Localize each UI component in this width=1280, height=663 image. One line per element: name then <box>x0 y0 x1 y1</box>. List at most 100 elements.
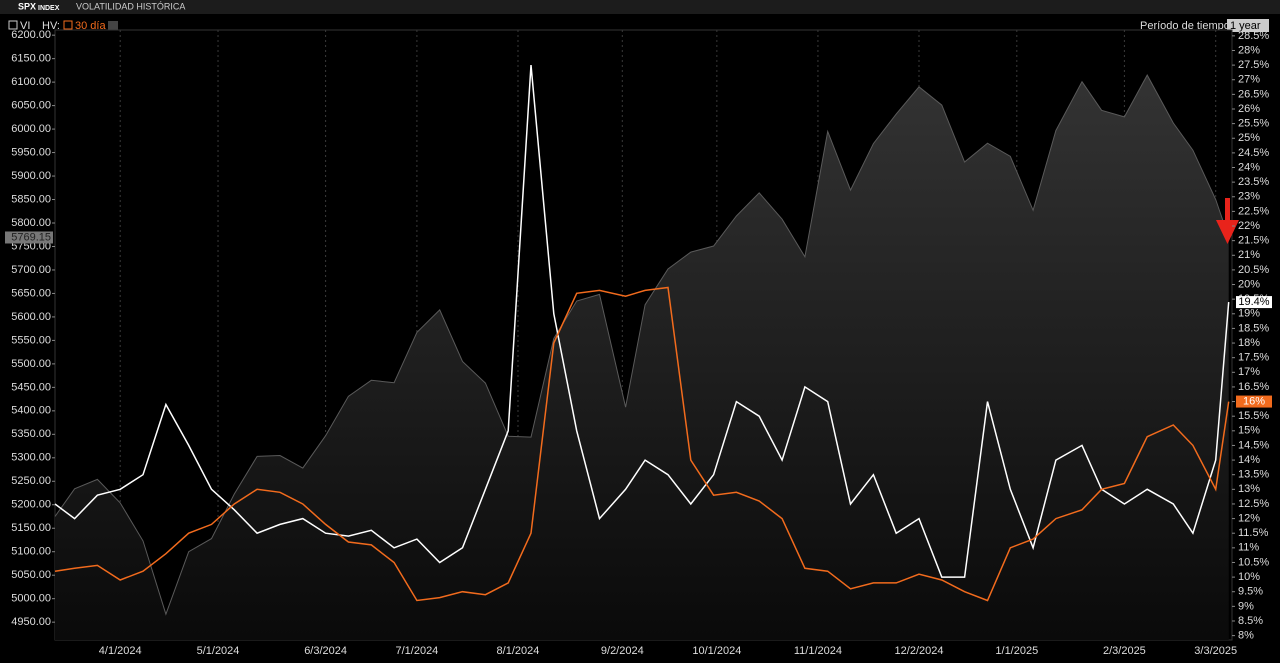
y-tick-label: 5250.00 <box>11 475 51 487</box>
x-tick-label: 2/3/2025 <box>1103 645 1146 657</box>
y2-tick-label: 18.5% <box>1238 322 1269 334</box>
y2-tick-label: 25.5% <box>1238 118 1269 130</box>
y2-tick-label: 9% <box>1238 600 1254 612</box>
y2-tick-label: 21% <box>1238 249 1260 261</box>
y2-tick-label: 22.5% <box>1238 205 1269 217</box>
y-tick-label: 5550.00 <box>11 334 51 346</box>
y-tick-label: 5350.00 <box>11 428 51 440</box>
y2-tick-label: 10.5% <box>1238 556 1269 568</box>
y-tick-label: 6000.00 <box>11 123 51 135</box>
y-tick-label: 5400.00 <box>11 405 51 417</box>
y2-tick-label: 28% <box>1238 44 1260 56</box>
x-tick-label: 10/1/2024 <box>692 645 741 657</box>
last-value-label: 5769.15 <box>11 231 51 243</box>
y2-tick-label: 20.5% <box>1238 264 1269 276</box>
y2-tick-label: 17.5% <box>1238 352 1269 364</box>
y-tick-label: 5200.00 <box>11 499 51 511</box>
last-value-label: 16% <box>1243 395 1265 407</box>
x-tick-label: 4/1/2024 <box>99 645 142 657</box>
y2-tick-label: 27.5% <box>1238 59 1269 71</box>
ticker-type[interactable]: INDEX <box>38 5 60 12</box>
y-tick-label: 6050.00 <box>11 100 51 112</box>
y-tick-label: 5950.00 <box>11 146 51 158</box>
x-tick-label: 5/1/2024 <box>197 645 240 657</box>
y2-tick-label: 26.5% <box>1238 88 1269 100</box>
y2-tick-label: 12% <box>1238 512 1260 524</box>
y-tick-label: 5700.00 <box>11 264 51 276</box>
y-tick-label: 5850.00 <box>11 193 51 205</box>
hv-checkbox[interactable] <box>63 20 73 30</box>
y2-tick-label: 15% <box>1238 425 1260 437</box>
legend-vi: VI <box>20 20 30 32</box>
y2-tick-label: 28.5% <box>1238 30 1269 42</box>
add-button[interactable] <box>108 21 118 30</box>
y2-tick-label: 18% <box>1238 337 1260 349</box>
y2-tick-label: 23% <box>1238 191 1260 203</box>
period-label: Período de tiempo: <box>1140 20 1233 32</box>
series-line <box>54 65 1230 578</box>
y2-tick-label: 19% <box>1238 308 1260 320</box>
y-tick-label: 5150.00 <box>11 522 51 534</box>
y2-tick-label: 8% <box>1238 630 1254 642</box>
y2-tick-label: 14% <box>1238 454 1260 466</box>
y2-tick-label: 26% <box>1238 103 1260 115</box>
x-tick-label: 3/3/2025 <box>1194 645 1237 657</box>
y2-tick-label: 9.5% <box>1238 586 1263 598</box>
x-tick-label: 8/1/2024 <box>497 645 540 657</box>
y-tick-label: 6100.00 <box>11 76 51 88</box>
legend-hv: 30 día <box>75 20 106 32</box>
y2-tick-label: 11.5% <box>1238 527 1269 539</box>
last-value-label: 19.4% <box>1238 296 1269 308</box>
y-tick-label: 5600.00 <box>11 311 51 323</box>
hv-label: HV: <box>42 20 60 32</box>
top-bar <box>0 0 1280 14</box>
y2-tick-label: 12.5% <box>1238 498 1269 510</box>
y-tick-label: 5650.00 <box>11 287 51 299</box>
y2-tick-label: 13% <box>1238 483 1260 495</box>
y2-tick-label: 24.5% <box>1238 147 1269 159</box>
y2-tick-label: 17% <box>1238 366 1260 378</box>
y-tick-label: 6150.00 <box>11 53 51 65</box>
x-tick-label: 1/1/2025 <box>995 645 1038 657</box>
y-tick-label: 5900.00 <box>11 170 51 182</box>
y2-tick-label: 21.5% <box>1238 235 1269 247</box>
y2-tick-label: 27% <box>1238 74 1260 86</box>
y-tick-label: 5500.00 <box>11 358 51 370</box>
series-line <box>54 286 1230 602</box>
y2-tick-label: 10% <box>1238 571 1260 583</box>
arrow-shaft <box>1225 198 1230 220</box>
period-select[interactable] <box>1227 19 1269 32</box>
y-tick-label: 5050.00 <box>11 569 51 581</box>
last-value-tag <box>5 231 53 244</box>
ticker[interactable]: SPX <box>18 1 36 11</box>
y-tick-label: 6200.00 <box>11 29 51 41</box>
last-value-tag <box>1236 395 1272 408</box>
vi-checkbox[interactable] <box>8 20 18 30</box>
x-tick-label: 9/2/2024 <box>601 645 644 657</box>
period-value[interactable]: 1 year <box>1230 20 1261 32</box>
x-tick-label: 7/1/2024 <box>395 645 438 657</box>
y-tick-label: 5800.00 <box>11 217 51 229</box>
last-value-tag <box>1236 296 1272 309</box>
y2-tick-label: 14.5% <box>1238 439 1269 451</box>
y2-tick-label: 13.5% <box>1238 469 1269 481</box>
y-tick-label: 5100.00 <box>11 546 51 558</box>
y2-tick-label: 16.5% <box>1238 381 1269 393</box>
x-tick-label: 12/2/2024 <box>895 645 944 657</box>
y2-tick-label: 25% <box>1238 132 1260 144</box>
area-fill <box>55 75 1229 641</box>
window-title: VOLATILIDAD HISTÓRICA <box>76 1 185 11</box>
y2-tick-label: 22% <box>1238 220 1260 232</box>
y-tick-label: 5450.00 <box>11 381 51 393</box>
y2-tick-label: 24% <box>1238 161 1260 173</box>
y2-tick-label: 8.5% <box>1238 615 1263 627</box>
y-tick-label: 4950.00 <box>11 616 51 628</box>
area-line <box>54 74 1230 616</box>
y2-tick-label: 20% <box>1238 278 1260 290</box>
y-tick-label: 5300.00 <box>11 452 51 464</box>
x-tick-label: 11/1/2024 <box>794 645 842 657</box>
y2-tick-label: 23.5% <box>1238 176 1269 188</box>
x-tick-label: 6/3/2024 <box>304 645 347 657</box>
y2-tick-label: 11% <box>1238 542 1259 554</box>
